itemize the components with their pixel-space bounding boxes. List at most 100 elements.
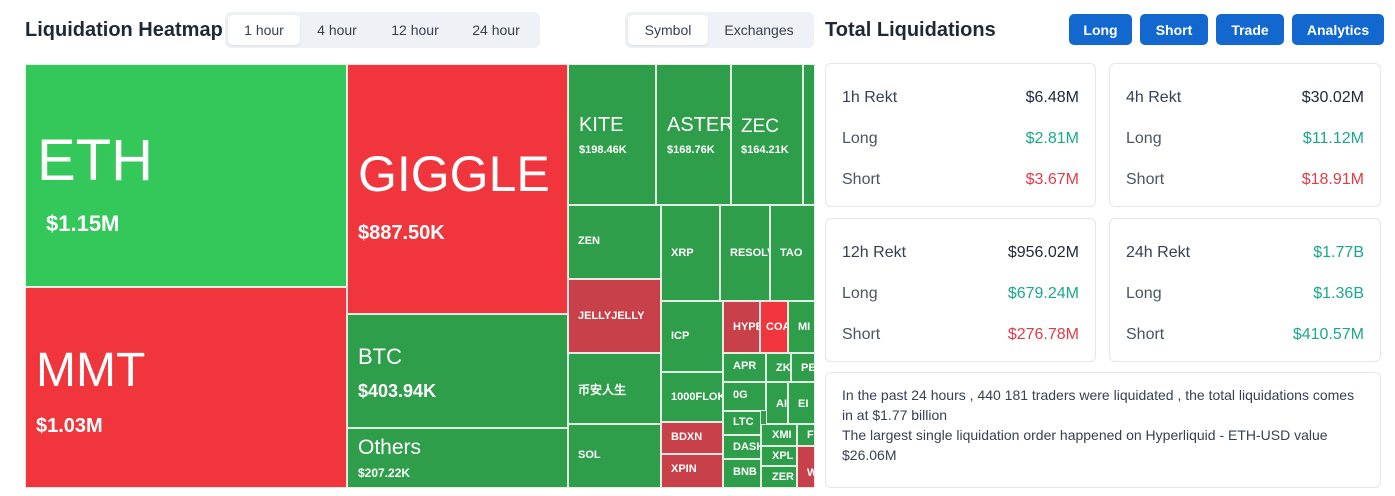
long-amount: $679.24M xyxy=(1007,285,1079,302)
tile-apr[interactable]: APR xyxy=(723,353,766,382)
tile-eth[interactable]: ETH $1.15M xyxy=(25,64,347,287)
long-amount: $2.81M xyxy=(1025,130,1079,147)
tile-value: $168.76K xyxy=(667,144,715,156)
tile-symbol: F xyxy=(807,429,814,441)
total-liquidations-title: Total Liquidations xyxy=(825,19,996,41)
long-label: Long xyxy=(842,285,878,302)
tile-mi[interactable]: MI xyxy=(788,301,815,353)
tab-12-hour[interactable]: 12 hour xyxy=(391,22,439,38)
tile-symbol: BDXN xyxy=(671,431,703,443)
tile-zk[interactable]: ZK xyxy=(766,353,791,382)
tile-ei[interactable]: EI xyxy=(788,382,815,424)
short-button[interactable]: Short xyxy=(1140,14,1208,45)
tile-zen[interactable]: ZEN xyxy=(568,205,661,279)
tab-4-hour[interactable]: 4 hour xyxy=(317,22,357,38)
tile-aster[interactable]: ASTER $168.76K xyxy=(656,64,731,205)
tile-symbol: HYPE xyxy=(733,321,760,333)
card-title: 12h Rekt xyxy=(842,244,907,261)
tile-tao[interactable]: TAO xyxy=(770,205,815,301)
tile-bdxn[interactable]: BDXN xyxy=(661,422,723,454)
tile-jellyjelly[interactable]: JELLYJELLY xyxy=(568,279,661,353)
long-button[interactable]: Long xyxy=(1069,14,1132,45)
long-amount: $1.36B xyxy=(1313,285,1364,302)
tab-exchanges[interactable]: Exchanges xyxy=(724,22,794,38)
tile-symbol: KITE xyxy=(579,114,624,136)
liquidation-summary: In the past 24 hours , 440 181 traders w… xyxy=(825,372,1381,488)
tile-xmi[interactable]: XMI xyxy=(761,424,797,446)
tile-ai[interactable]: AI xyxy=(766,382,788,424)
trade-button[interactable]: Trade xyxy=(1216,14,1284,45)
tile-ltc[interactable]: LTC xyxy=(723,411,761,435)
analytics-button[interactable]: Analytics xyxy=(1292,14,1384,45)
tile-f[interactable]: F xyxy=(797,424,815,446)
long-label: Long xyxy=(1126,130,1162,147)
tile-small[interactable] xyxy=(803,64,815,205)
tile-icp[interactable]: ICP xyxy=(661,301,723,372)
tile-symbol: COAI xyxy=(766,321,787,333)
card-total: $30.02M xyxy=(1301,89,1364,106)
tile-bnb[interactable]: BNB xyxy=(723,459,761,488)
tile-giggle[interactable]: GIGGLE $887.50K xyxy=(347,64,568,314)
tile-pe[interactable]: PE xyxy=(791,353,815,382)
short-amount: $410.57M xyxy=(1292,326,1364,343)
tile-value: $1.03M xyxy=(36,415,103,437)
tile-xrp[interactable]: XRP xyxy=(661,205,720,301)
summary-line-1: In the past 24 hours , 440 181 traders w… xyxy=(842,387,1355,423)
page-title: Liquidation Heatmap xyxy=(25,19,223,41)
tile-symbol: TAO xyxy=(780,247,803,259)
tab-1-hour[interactable]: 1 hour xyxy=(228,15,300,45)
tile-symbol: SOL xyxy=(578,449,601,461)
tile-symbol: ASTER xyxy=(667,114,731,136)
liquidation-heatmap: ETH $1.15M MMT $1.03M GIGGLE $887.50K BT… xyxy=(25,64,815,488)
tile-value: $164.21K xyxy=(741,144,789,156)
card-12h-rekt: 12h Rekt $956.02M Long $679.24M Short $276.… xyxy=(825,218,1096,362)
tile-symbol: XPIN xyxy=(671,463,697,475)
card-1h-rekt: 1h Rekt $6.48M Long $2.81M Short $3.67M xyxy=(825,63,1096,207)
card-total: $1.77B xyxy=(1313,244,1364,261)
tile-btc[interactable]: BTC $403.94K xyxy=(347,314,568,428)
tile-xpin[interactable]: XPIN xyxy=(661,454,723,488)
tile-0g[interactable]: 0G xyxy=(723,382,766,411)
tile-symbol: 币安人生 xyxy=(578,383,627,397)
tile-kite[interactable]: KITE $198.46K xyxy=(568,64,656,205)
tile-symbol: Others xyxy=(358,436,422,459)
tab-symbol[interactable]: Symbol xyxy=(628,15,708,45)
tile-dash[interactable]: DASH xyxy=(723,435,761,459)
tile-coai[interactable]: COAI xyxy=(760,301,788,353)
tile-symbol: XMI xyxy=(772,429,792,441)
long-label: Long xyxy=(1126,285,1162,302)
tile-symbol: BNB xyxy=(733,466,757,478)
tile-zer[interactable]: ZER xyxy=(761,466,797,488)
tile-zec[interactable]: ZEC $164.21K xyxy=(731,64,803,205)
short-label: Short xyxy=(842,171,881,188)
tile-value: $198.46K xyxy=(579,144,627,156)
tile-value: $403.94K xyxy=(358,381,437,401)
tile-symbol: PE xyxy=(801,362,815,374)
tile-value: $1.15M xyxy=(46,211,120,236)
tile-hype[interactable]: HYPE xyxy=(723,301,760,353)
card-24h-rekt: 24h Rekt $1.77B Long $1.36B Short $410.57M xyxy=(1109,218,1381,362)
tile-symbol: ETH xyxy=(37,128,153,193)
tile-symbol: DASH xyxy=(733,441,760,453)
tile-mmt[interactable]: MMT $1.03M xyxy=(25,287,347,488)
tile-symbol: 1000FLOKI xyxy=(671,391,723,403)
tile-others[interactable]: Others $207.22K xyxy=(347,428,568,488)
card-title: 24h Rekt xyxy=(1126,244,1191,261)
short-label: Short xyxy=(1126,171,1165,188)
tile-xpl[interactable]: XPL xyxy=(761,446,797,466)
tile-symbol: MI xyxy=(798,321,811,333)
tile-resolv[interactable]: RESOLV xyxy=(720,205,770,301)
tile-symbol: EI xyxy=(798,398,809,410)
view-selector: Symbol Exchanges xyxy=(625,12,814,48)
tile-binance-life[interactable]: 币安人生 xyxy=(568,353,661,424)
tile-1000floki[interactable]: 1000FLOKI xyxy=(661,372,723,422)
tile-sol[interactable]: SOL xyxy=(568,424,661,488)
tile-symbol: APR xyxy=(733,360,757,372)
tab-24-hour[interactable]: 24 hour xyxy=(472,22,520,38)
short-amount: $18.91M xyxy=(1301,171,1364,188)
summary-line-2: The largest single liquidation order hap… xyxy=(842,427,1328,463)
long-amount: $11.12M xyxy=(1302,130,1364,147)
tile-symbol: XRP xyxy=(671,247,694,259)
tile-symbol: AI xyxy=(776,398,787,410)
tile-w[interactable]: W xyxy=(797,446,815,488)
